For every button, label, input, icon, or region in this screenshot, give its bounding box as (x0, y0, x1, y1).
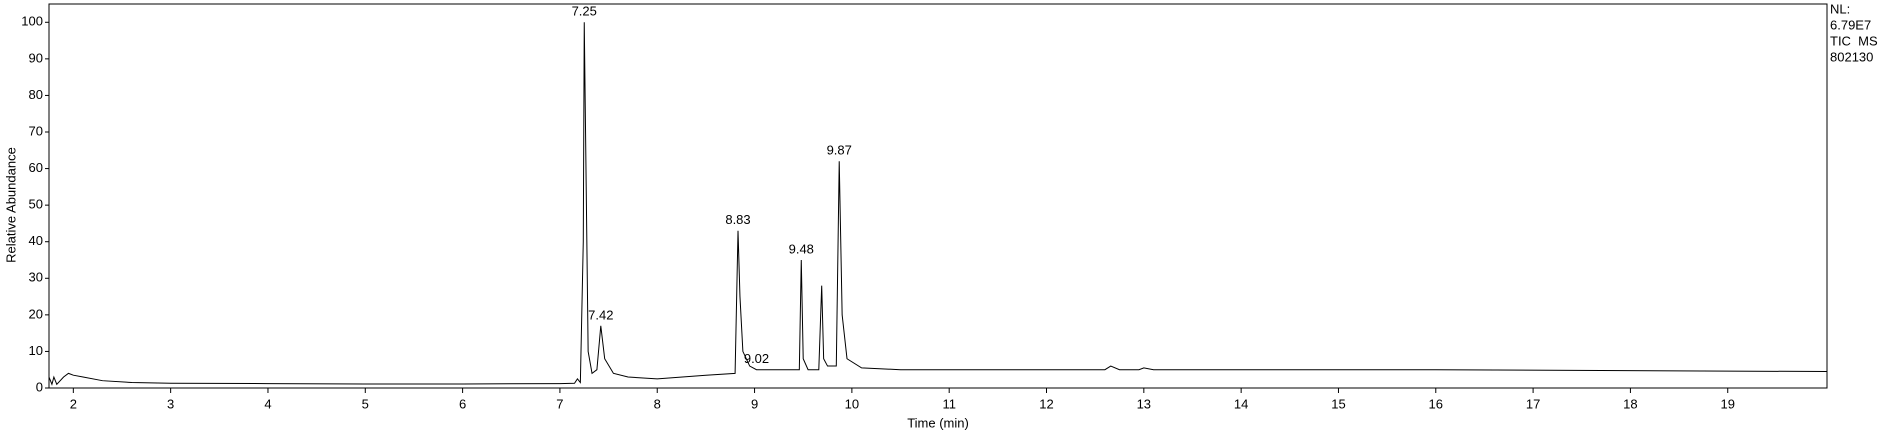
y-tick-label: 0 (36, 379, 43, 394)
y-tick-label: 60 (29, 160, 43, 175)
peak-label: 9.48 (789, 241, 814, 256)
x-tick-label: 12 (1039, 396, 1053, 411)
x-tick-label: 16 (1429, 396, 1443, 411)
peak-label: 9.87 (827, 143, 852, 158)
x-tick-label: 10 (845, 396, 859, 411)
peak-label: 7.25 (572, 4, 597, 19)
x-tick-label: 4 (264, 396, 271, 411)
x-axis-title: Time (min) (907, 415, 969, 430)
peak-label: 7.42 (588, 307, 613, 322)
x-tick-label: 8 (654, 396, 661, 411)
y-tick-label: 90 (29, 50, 43, 65)
y-tick-label: 20 (29, 306, 43, 321)
x-tick-label: 2 (70, 396, 77, 411)
x-tick-label: 13 (1137, 396, 1151, 411)
x-tick-label: 3 (167, 396, 174, 411)
info-text: 802130 (1830, 49, 1873, 64)
x-tick-label: 18 (1623, 396, 1637, 411)
y-tick-label: 50 (29, 197, 43, 212)
info-text: TIC MS (1830, 33, 1878, 48)
trace (48, 22, 1828, 386)
info-text: NL: (1830, 1, 1850, 16)
peak-label: 8.83 (725, 212, 750, 227)
x-tick-label: 15 (1331, 396, 1345, 411)
peak-label: 9.02 (744, 351, 769, 366)
y-tick-label: 80 (29, 87, 43, 102)
y-tick-label: 10 (29, 343, 43, 358)
y-tick-label: 100 (21, 14, 43, 29)
x-tick-label: 7 (556, 396, 563, 411)
y-tick-label: 30 (29, 270, 43, 285)
x-tick-label: 6 (459, 396, 466, 411)
y-tick-label: 40 (29, 233, 43, 248)
x-tick-label: 5 (362, 396, 369, 411)
x-tick-label: 14 (1234, 396, 1248, 411)
info-text: 6.79E7 (1830, 17, 1871, 32)
x-tick-label: 17 (1526, 396, 1540, 411)
x-tick-label: 9 (751, 396, 758, 411)
x-tick-label: 19 (1721, 396, 1735, 411)
x-tick-label: 11 (942, 396, 956, 411)
y-tick-label: 70 (29, 123, 43, 138)
y-axis-title: Relative Abundance (3, 147, 18, 263)
plot-frame (48, 3, 1828, 389)
